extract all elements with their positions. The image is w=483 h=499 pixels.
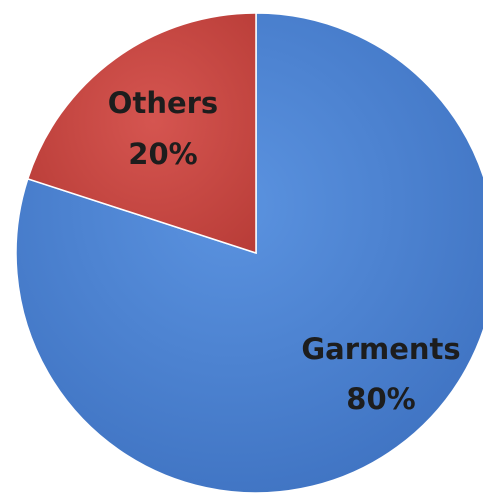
pie-slice-garments xyxy=(15,12,483,494)
pie-slice-others xyxy=(26,12,257,255)
slice-label-others-percent: 20% xyxy=(128,137,197,171)
slice-label-garments-name: Garments xyxy=(301,332,460,366)
slice-label-others-name: Others xyxy=(108,86,218,120)
slice-label-garments-percent: 80% xyxy=(346,382,415,416)
